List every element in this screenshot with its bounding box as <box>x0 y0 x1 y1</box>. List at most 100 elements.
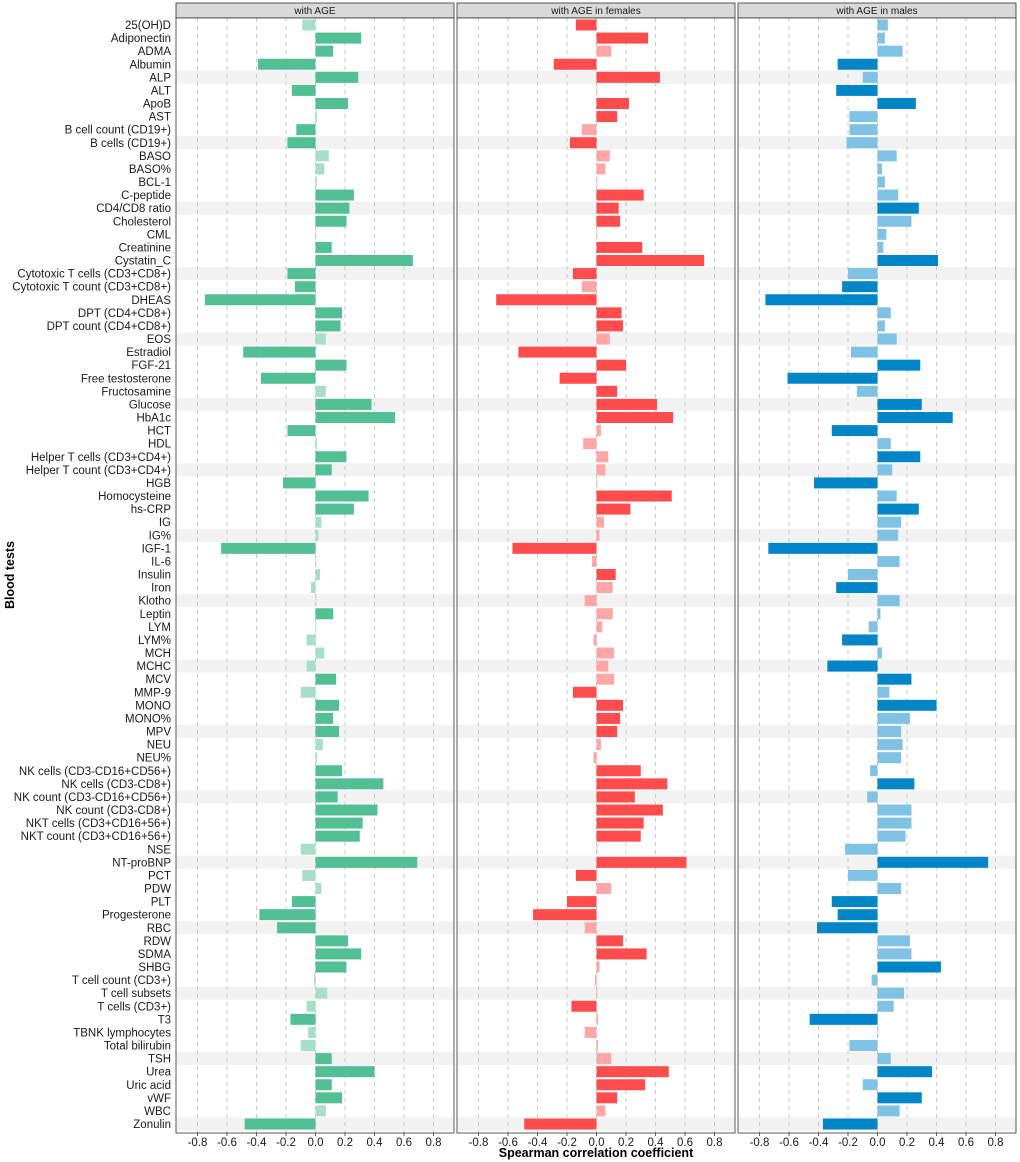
x-tick-label: -0.2 <box>557 1137 577 1149</box>
category-label: Zonulin <box>133 1119 171 1131</box>
bar-hct <box>831 425 878 437</box>
bar-nk-count-cd3-cd16-cd56- <box>596 791 635 803</box>
bar-klotho <box>315 595 317 607</box>
category-label: Uric acid <box>126 1080 171 1092</box>
bar-pdw <box>315 883 322 894</box>
bar-c-peptide <box>877 189 899 201</box>
category-label: SDMA <box>138 949 172 961</box>
category-label: B cells (CD19+) <box>90 138 171 150</box>
bar-mono- <box>315 712 334 724</box>
category-label: ALT <box>151 85 171 97</box>
row-stripe <box>738 397 1016 411</box>
x-tick-label: 0.6 <box>677 1137 693 1149</box>
panel-1: with AGE -0.8 -0.6 -0.4 -0.2 0.0 0.2 0.4 0.6 0.8 <box>175 2 455 1149</box>
bar-tbnk-lymphocytes <box>584 1026 597 1038</box>
category-label: MONO <box>135 700 171 712</box>
bar-rbc <box>817 922 878 934</box>
category-label: BASO% <box>129 164 171 176</box>
bar-alp <box>315 71 359 83</box>
bar-ast <box>849 111 878 123</box>
category-label: NK cells (CD3-CD16+CD56+) <box>19 766 171 778</box>
category-label: NKT cells (CD3+CD16+56+) <box>26 818 171 830</box>
bar-t-cells-cd3- <box>306 1000 316 1012</box>
row-stripe <box>457 201 735 215</box>
bar-nk-count-cd3-cd16-cd56- <box>867 791 878 803</box>
bar-albumin <box>257 58 316 70</box>
bar-dpt-count-cd4-cd8- <box>596 320 624 332</box>
category-label: Cytotoxic T count (CD3+CD8+) <box>12 282 171 294</box>
bar-homocysteine <box>315 490 369 502</box>
bar-dheas <box>204 294 316 306</box>
category-label: Cystatin_C <box>115 256 171 268</box>
category-label: Iron <box>151 583 171 595</box>
bar-fructosamine <box>596 385 618 397</box>
bar-nse <box>845 843 878 855</box>
bar-sdma <box>596 948 647 960</box>
bar-baso <box>315 150 329 162</box>
bar-estradiol <box>850 346 878 358</box>
x-tick-label: 0.6 <box>396 1137 412 1149</box>
bar-25-oh-d <box>575 19 597 31</box>
bar-dpt-cd4-cd8- <box>596 307 622 319</box>
bar-neu <box>596 739 601 751</box>
bar-helper-t-cells-cd3-cd4- <box>877 451 921 463</box>
bar-sdma <box>877 948 912 960</box>
category-label: PDW <box>144 884 171 896</box>
row-stripe <box>176 594 454 608</box>
category-label: vWF <box>147 1093 171 1105</box>
bar-cytotoxic-t-count-cd3-cd8- <box>842 281 878 293</box>
bar-albumin <box>837 58 878 70</box>
bar-iron <box>836 582 878 594</box>
bar-total-bilirubin <box>596 1040 598 1051</box>
category-label: Homocysteine <box>98 491 171 503</box>
bar-ig- <box>596 529 600 541</box>
category-label: TSH <box>148 1054 171 1066</box>
bar-nk-cells-cd3-cd8- <box>315 778 384 790</box>
bar-neu- <box>593 752 597 764</box>
bar-total-bilirubin <box>849 1040 878 1051</box>
category-label: HCT <box>147 426 171 438</box>
bar-baso <box>877 150 897 162</box>
bar-il-6 <box>315 555 317 567</box>
bar-iron <box>311 582 316 594</box>
panel-title: with AGE in females <box>550 6 640 17</box>
bar-leptin <box>315 608 334 620</box>
bar-t-cell-subsets <box>877 987 905 999</box>
bar-dpt-cd4-cd8- <box>315 307 343 319</box>
bar-ast <box>596 111 618 123</box>
bar-cystatin-c <box>596 255 705 266</box>
bar-urea <box>315 1066 375 1078</box>
bar-hs-crp <box>315 503 354 515</box>
category-label: T cells (CD3+) <box>97 1001 171 1013</box>
category-label: T cell count (CD3+) <box>72 975 171 987</box>
bar-vwf <box>596 1092 618 1104</box>
bar-il-6 <box>592 555 597 567</box>
row-stripe <box>176 201 454 215</box>
category-label: 25(OH)D <box>125 20 171 32</box>
bar-mmp-9 <box>877 686 890 698</box>
bar-nk-count-cd3-cd16-cd56- <box>315 791 338 803</box>
bar-adiponectin <box>596 32 649 44</box>
category-label: Urea <box>146 1067 172 1079</box>
bar-alt <box>596 84 598 96</box>
category-label: LYM% <box>138 635 171 647</box>
row-stripe <box>176 986 454 1000</box>
panels: with AGE-0.8 -0.6 -0.4 -0.2 0.0 0.2 0.4 0.6 0.8 w… <box>175 2 1017 1149</box>
x-tick-label: 0.8 <box>988 1137 1004 1149</box>
category-label: T cell subsets <box>101 988 171 1000</box>
x-tick-label: -0.8 <box>469 1137 489 1149</box>
bar-t-cell-subsets <box>596 987 598 999</box>
bar-glucose <box>877 398 922 410</box>
bar-b-cell-count-cd19- <box>849 124 878 136</box>
category-label: Creatinine <box>119 242 171 254</box>
bar-il-6 <box>877 555 900 567</box>
bar-cystatin-c <box>315 255 413 266</box>
bar-t-cell-count-cd3- <box>595 974 597 986</box>
row-stripe <box>457 528 735 542</box>
bar-lym <box>315 621 317 633</box>
category-label: MPV <box>146 727 171 739</box>
bar-cholesterol <box>596 215 621 227</box>
bar-plt <box>567 896 597 908</box>
category-label: Leptin <box>140 609 171 621</box>
category-label: PCT <box>148 870 171 882</box>
